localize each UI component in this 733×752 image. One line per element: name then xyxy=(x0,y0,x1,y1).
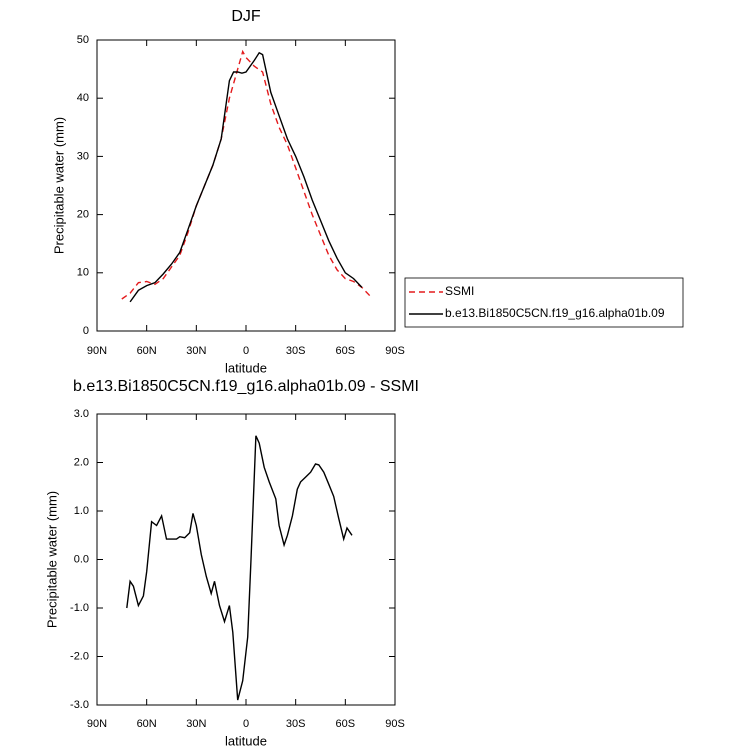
x-tick-label: 90S xyxy=(385,345,405,357)
x-tick-label: 90S xyxy=(385,718,405,730)
x-tick-label: 60S xyxy=(336,718,356,730)
y-tick-label: -1.0 xyxy=(70,602,89,614)
y-tick-label: 2.0 xyxy=(74,456,89,468)
plot-frame xyxy=(96,413,396,706)
y-tick-label: 0.0 xyxy=(74,553,89,565)
legend-label: SSMI xyxy=(445,284,474,298)
y-tick-label: -3.0 xyxy=(70,699,89,711)
data-line xyxy=(121,49,371,300)
y-tick-label: 0 xyxy=(83,325,89,337)
x-tick-label: 30S xyxy=(286,345,306,357)
data-line xyxy=(126,435,353,701)
x-axis-title: latitude xyxy=(225,360,267,375)
x-tick-label: 90N xyxy=(87,345,107,357)
chart-title: DJF xyxy=(231,8,261,25)
y-tick-label: -2.0 xyxy=(70,650,89,662)
y-tick-label: 50 xyxy=(77,34,89,46)
x-tick-label: 30S xyxy=(286,718,306,730)
y-tick-label: 10 xyxy=(77,267,89,279)
chart-title: b.e13.Bi1850C5CN.f19_g16.alpha01b.09 - S… xyxy=(73,378,419,395)
x-tick-label: 60N xyxy=(137,718,157,730)
y-tick-label: 1.0 xyxy=(74,505,89,517)
x-tick-label: 30N xyxy=(186,345,206,357)
x-axis-title: latitude xyxy=(225,733,267,748)
x-tick-label: 30N xyxy=(186,718,206,730)
x-tick-label: 0 xyxy=(243,718,249,730)
x-tick-label: 90N xyxy=(87,718,107,730)
y-tick-label: 40 xyxy=(77,92,89,104)
x-tick-label: 60N xyxy=(137,345,157,357)
plot-frame xyxy=(96,39,396,332)
y-axis-title: Precipitable water (mm) xyxy=(51,117,66,254)
y-tick-label: 20 xyxy=(77,209,89,221)
legend-box xyxy=(404,277,684,328)
legend-label: b.e13.Bi1850C5CN.f19_g16.alpha01b.09 xyxy=(445,306,665,320)
x-tick-label: 60S xyxy=(336,345,356,357)
y-axis-title: Precipitable water (mm) xyxy=(44,491,59,628)
y-tick-label: 30 xyxy=(77,150,89,162)
data-line xyxy=(129,51,363,303)
x-tick-label: 0 xyxy=(243,345,249,357)
y-tick-label: 3.0 xyxy=(74,408,89,420)
